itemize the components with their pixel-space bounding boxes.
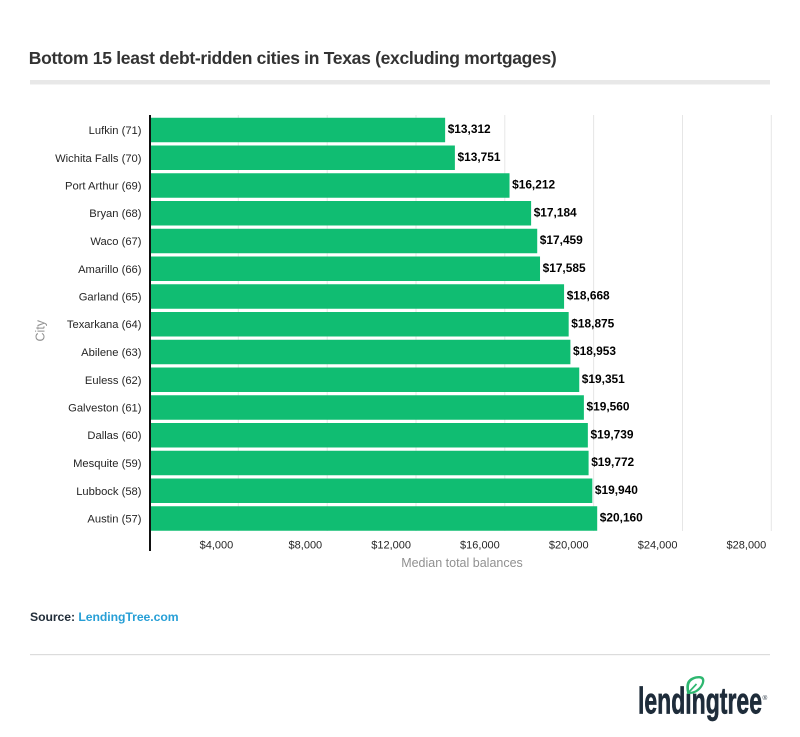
svg-text:Median total balances: Median total balances: [401, 556, 523, 570]
svg-text:®: ®: [763, 694, 768, 702]
svg-text:$16,212: $16,212: [512, 178, 555, 192]
svg-text:$18,953: $18,953: [573, 344, 616, 358]
svg-text:Austin (57): Austin (57): [87, 514, 141, 526]
svg-text:Abilene (63): Abilene (63): [81, 347, 142, 359]
svg-text:$19,351: $19,351: [582, 372, 625, 386]
svg-text:lendingtree: lendingtree: [638, 681, 762, 722]
svg-text:Lufkin (71): Lufkin (71): [89, 125, 142, 137]
svg-text:$24,000: $24,000: [638, 540, 678, 552]
svg-text:Bryan (68): Bryan (68): [89, 208, 142, 220]
svg-text:$19,772: $19,772: [591, 455, 634, 469]
svg-text:$18,875: $18,875: [571, 316, 614, 330]
svg-text:$17,459: $17,459: [540, 233, 583, 247]
svg-text:Texarkana (64): Texarkana (64): [67, 319, 142, 331]
svg-text:Bottom 15 least debt-ridden ci: Bottom 15 least debt-ridden cities in Te…: [29, 48, 557, 68]
svg-text:Mesquite (59): Mesquite (59): [73, 458, 142, 470]
svg-text:Euless (62): Euless (62): [85, 375, 142, 387]
svg-text:$20,160: $20,160: [600, 511, 643, 525]
svg-text:$13,312: $13,312: [448, 122, 491, 136]
svg-text:$19,560: $19,560: [587, 400, 630, 414]
svg-text:$12,000: $12,000: [371, 540, 411, 552]
svg-text:Lubbock (58): Lubbock (58): [76, 486, 142, 498]
svg-text:Amarillo (66): Amarillo (66): [78, 264, 142, 276]
svg-text:$8,000: $8,000: [289, 540, 323, 552]
svg-text:$17,184: $17,184: [534, 205, 577, 219]
svg-text:Wichita Falls (70): Wichita Falls (70): [55, 153, 142, 165]
svg-text:$18,668: $18,668: [567, 289, 610, 303]
svg-text:$13,751: $13,751: [458, 150, 501, 164]
svg-text:$19,739: $19,739: [591, 427, 634, 441]
svg-text:$16,000: $16,000: [460, 540, 500, 552]
svg-text:$28,000: $28,000: [727, 540, 767, 552]
svg-text:Dallas (60): Dallas (60): [87, 430, 141, 442]
svg-text:City: City: [34, 319, 48, 341]
svg-text:$19,940: $19,940: [595, 483, 638, 497]
svg-text:Source: LendingTree.com: Source: LendingTree.com: [30, 610, 179, 624]
svg-text:$17,585: $17,585: [543, 261, 586, 275]
svg-text:$4,000: $4,000: [200, 540, 234, 552]
svg-text:Garland (65): Garland (65): [79, 292, 142, 304]
svg-text:$20,000: $20,000: [549, 540, 589, 552]
svg-text:Galveston (61): Galveston (61): [68, 403, 142, 415]
svg-text:Port Arthur (69): Port Arthur (69): [65, 181, 142, 193]
svg-text:Waco (67): Waco (67): [90, 236, 141, 248]
